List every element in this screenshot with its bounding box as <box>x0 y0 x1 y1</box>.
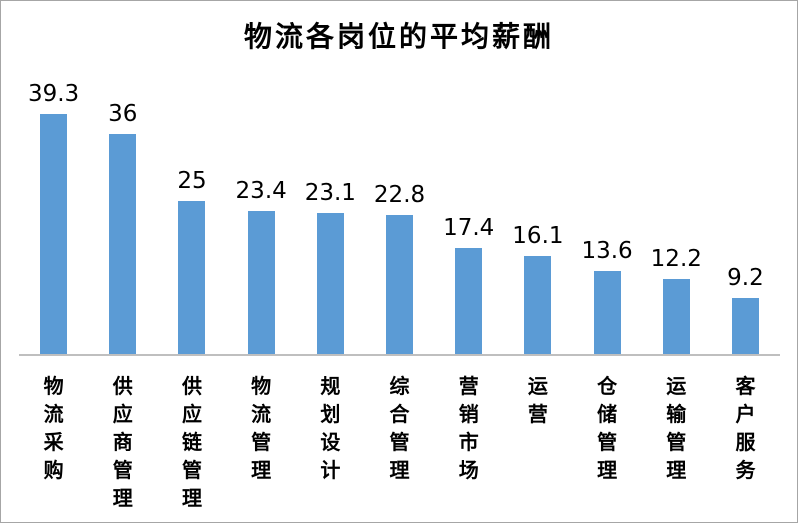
bar-column: 12.2 <box>642 59 711 354</box>
value-label: 25 <box>177 167 207 194</box>
category-label: 物流采购 <box>19 372 88 512</box>
value-label: 13.6 <box>581 237 633 264</box>
category-label-char: 理 <box>666 458 687 482</box>
bar <box>524 256 552 354</box>
category-label-char: 管 <box>181 458 202 482</box>
bar-column: 36 <box>88 59 157 354</box>
category-label-char: 应 <box>112 402 133 426</box>
category-label-char: 供 <box>181 374 202 398</box>
category-label-char: 购 <box>43 458 64 482</box>
category-label-char: 运 <box>527 374 548 398</box>
value-label: 23.4 <box>235 177 287 204</box>
value-label: 36 <box>108 100 138 127</box>
category-label-char: 划 <box>320 402 341 426</box>
bar <box>247 211 275 354</box>
category-label-char: 计 <box>320 458 341 482</box>
bar <box>386 215 414 354</box>
category-label-char: 理 <box>181 486 202 510</box>
bar <box>455 248 483 354</box>
category-label: 规划设计 <box>296 372 365 512</box>
category-label-char: 储 <box>597 402 618 426</box>
category-label-char: 理 <box>389 458 410 482</box>
category-label-char: 合 <box>389 402 410 426</box>
category-label-char: 采 <box>43 430 64 454</box>
value-label: 16.1 <box>512 222 564 249</box>
category-label-char: 客 <box>735 374 756 398</box>
category-label-char: 理 <box>251 458 272 482</box>
category-label-char: 供 <box>112 374 133 398</box>
category-label-char: 管 <box>112 458 133 482</box>
category-label-char: 服 <box>735 430 756 454</box>
category-label-char: 户 <box>735 402 756 426</box>
bar-column: 23.1 <box>296 59 365 354</box>
bar <box>731 298 759 354</box>
category-label-char: 营 <box>458 374 479 398</box>
category-label-char: 理 <box>112 486 133 510</box>
value-label: 23.1 <box>304 179 356 206</box>
category-label: 供应商管理 <box>88 372 157 512</box>
category-label-char: 设 <box>320 430 341 454</box>
bar-column: 25 <box>157 59 226 354</box>
category-axis-labels: 物流采购供应商管理供应链管理物流管理规划设计综合管理营销市场运营仓储管理运输管理… <box>19 372 780 512</box>
category-label-char: 市 <box>458 430 479 454</box>
category-label: 仓储管理 <box>573 372 642 512</box>
bar-column: 23.4 <box>227 59 296 354</box>
category-label-char: 管 <box>597 430 618 454</box>
category-label: 运营 <box>503 372 572 512</box>
bar-column: 39.3 <box>19 59 88 354</box>
category-label-char: 规 <box>320 374 341 398</box>
category-label: 物流管理 <box>227 372 296 512</box>
category-label-char: 商 <box>112 430 133 454</box>
x-axis-line <box>19 354 780 356</box>
category-label: 供应链管理 <box>157 372 226 512</box>
bar-column: 17.4 <box>434 59 503 354</box>
value-label: 12.2 <box>650 245 702 272</box>
value-label: 39.3 <box>27 80 80 107</box>
bar-column: 9.2 <box>711 59 780 354</box>
category-label-char: 营 <box>527 402 548 426</box>
category-label: 营销市场 <box>434 372 503 512</box>
category-label-char: 仓 <box>597 374 618 398</box>
category-label: 运输管理 <box>642 372 711 512</box>
category-label-char: 务 <box>735 458 756 482</box>
value-label: 17.4 <box>443 214 495 241</box>
bar <box>109 134 137 354</box>
category-label-char: 流 <box>251 402 272 426</box>
bar <box>316 213 344 354</box>
bar <box>662 279 690 354</box>
bar <box>593 271 621 354</box>
bar-column: 13.6 <box>573 59 642 354</box>
category-label-char: 物 <box>43 374 64 398</box>
category-label: 综合管理 <box>365 372 434 512</box>
category-label-char: 管 <box>251 430 272 454</box>
category-label-char: 运 <box>666 374 687 398</box>
plot-area: 39.3 36 25 23.4 23.1 22.8 17.4 16.1 13.6 12.2 9.2 <box>19 59 780 354</box>
category-label-char: 理 <box>597 458 618 482</box>
value-label: 9.2 <box>727 264 764 291</box>
bar <box>40 114 68 354</box>
category-label-char: 物 <box>251 374 272 398</box>
category-label-char: 管 <box>389 430 410 454</box>
category-label-char: 应 <box>181 402 202 426</box>
bar-column: 22.8 <box>365 59 434 354</box>
category-label-char: 链 <box>181 430 202 454</box>
bar-column: 16.1 <box>503 59 572 354</box>
category-label: 客户服务 <box>711 372 780 512</box>
chart-title: 物流各岗位的平均薪酬 <box>243 20 554 53</box>
category-label-char: 输 <box>666 402 687 426</box>
category-label-char: 流 <box>43 402 64 426</box>
bar <box>178 201 206 354</box>
category-label-char: 管 <box>666 430 687 454</box>
category-label-char: 销 <box>458 402 479 426</box>
category-label-char: 场 <box>458 458 479 482</box>
category-label-char: 综 <box>389 374 410 398</box>
value-label: 22.8 <box>373 181 426 208</box>
